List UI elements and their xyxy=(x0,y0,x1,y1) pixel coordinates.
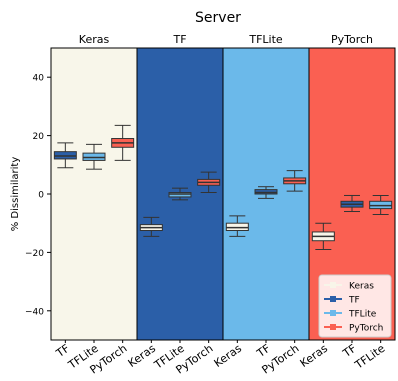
legend: Keras TF TFLite PyTorch xyxy=(318,274,392,338)
boxes-layer xyxy=(53,124,393,250)
box-tf-pytorch xyxy=(197,171,221,194)
y-axis-label: % Dissimilarity xyxy=(10,157,21,232)
legend-frame xyxy=(318,274,392,338)
legend-label: TFLite xyxy=(348,310,377,320)
legend-item-keras: Keras xyxy=(324,282,374,292)
legend-item-tflite: TFLite xyxy=(324,310,377,320)
box-tflite-pytorch xyxy=(283,170,307,192)
panel-keras-title: Keras xyxy=(79,33,110,46)
legend-marker xyxy=(330,324,336,330)
panel-tf-title: TF xyxy=(172,33,186,46)
panel-pytorch-title: PyTorch xyxy=(331,33,373,46)
legend-marker xyxy=(330,296,336,302)
legend-label: Keras xyxy=(349,282,374,292)
box-keras-tflite xyxy=(82,143,106,170)
y-axis: 40 20 0 −20 −40 xyxy=(25,74,51,317)
panel-keras-background xyxy=(50,47,138,341)
panel-tflite-title: TFLite xyxy=(248,33,283,46)
y-tick-label: 20 xyxy=(33,132,45,142)
x-tick-label-pytorch-tflite: TFLite xyxy=(352,342,388,372)
y-tick-label: 40 xyxy=(33,74,45,84)
box-tf-keras xyxy=(139,216,163,237)
legend-marker xyxy=(330,282,336,288)
legend-label: TF xyxy=(348,296,360,306)
box-tf-tflite xyxy=(168,187,192,201)
x-tick-label-tflite-keras: Keras xyxy=(212,342,245,370)
box-tflite-tf xyxy=(254,186,278,199)
y-tick-label: −20 xyxy=(25,249,44,259)
box-tflite-keras xyxy=(225,215,249,237)
x-tick-label-tf-keras: Keras xyxy=(126,342,159,370)
box-keras-tf xyxy=(53,142,77,169)
box-pytorch-tf xyxy=(340,194,364,213)
box-keras-pytorch xyxy=(111,124,135,161)
x-tick-label-pytorch-keras: Keras xyxy=(298,342,331,370)
box-pytorch-tflite xyxy=(369,194,393,215)
legend-marker xyxy=(330,310,336,316)
legend-label: PyTorch xyxy=(349,324,383,334)
box-pytorch-keras xyxy=(311,222,335,250)
y-tick-label: −40 xyxy=(25,307,44,317)
legend-item-pytorch: PyTorch xyxy=(324,324,383,334)
y-tick-label: 0 xyxy=(38,191,44,201)
chart-title: Server xyxy=(195,10,241,26)
legend-item-tf: TF xyxy=(324,296,360,306)
